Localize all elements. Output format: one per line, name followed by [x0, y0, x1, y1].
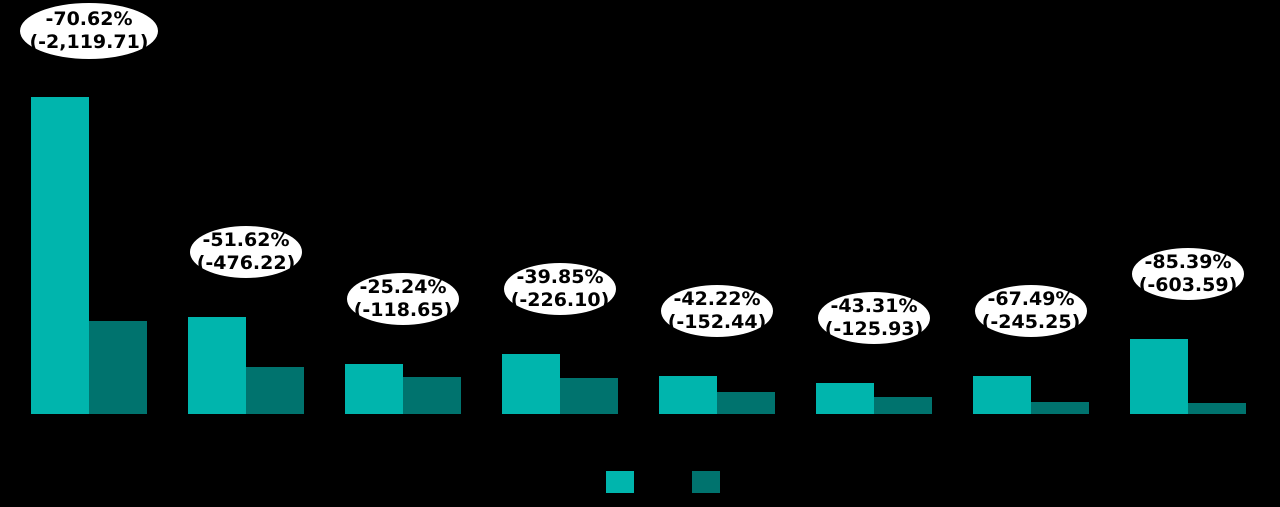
callout-percent-label: -42.22% — [673, 287, 761, 310]
bar-series-1 — [31, 96, 89, 414]
bar-series-1 — [659, 375, 717, 414]
bar-series-1 — [973, 375, 1031, 414]
callout-percent-label: -39.85% — [516, 266, 604, 289]
callout-bubble: -39.85% (-226.10) — [502, 261, 618, 318]
callout-value-label: (-603.59) — [1138, 274, 1238, 297]
bar-series-2 — [246, 366, 304, 414]
callout-percent-label: -25.24% — [359, 276, 447, 299]
callout-bubble: -85.39% (-603.59) — [1130, 246, 1246, 303]
callout-value-label: (-125.93) — [824, 318, 924, 341]
callout-value-label: (-476.22) — [196, 251, 296, 274]
callout-percent-label: -51.62% — [202, 228, 290, 251]
legend-swatch-series-1 — [606, 471, 634, 493]
legend-swatch-series-2 — [692, 471, 720, 493]
callout-bubble: -25.24% (-118.65) — [345, 271, 461, 328]
callout-value-label: (-118.65) — [353, 299, 453, 322]
bar-series-1 — [1130, 339, 1188, 414]
bar-series-1 — [188, 316, 246, 414]
callout-percent-label: -67.49% — [987, 287, 1075, 310]
callout-value-label: (-245.25) — [981, 310, 1081, 333]
callout-bubble: -67.49% (-245.25) — [973, 282, 1089, 339]
callout-percent-label: -85.39% — [1144, 251, 1232, 274]
bar-series-1 — [345, 364, 403, 414]
bar-series-2 — [1031, 401, 1089, 414]
callout-bubble: -70.62% (-2,119.71) — [18, 0, 160, 61]
bar-series-1 — [502, 354, 560, 414]
callout-percent-label: -43.31% — [830, 295, 918, 318]
bar-series-2 — [403, 376, 461, 414]
bar-series-2 — [560, 377, 618, 414]
callout-value-label: (-2,119.71) — [29, 30, 149, 53]
bar-series-2 — [874, 396, 932, 414]
callout-bubble: -43.31% (-125.93) — [816, 290, 932, 347]
callout-value-label: (-226.10) — [510, 289, 610, 312]
callout-percent-label: -70.62% — [45, 7, 133, 30]
bar-series-2 — [717, 391, 775, 414]
bar-series-1 — [816, 383, 874, 414]
callout-value-label: (-152.44) — [667, 310, 767, 333]
bar-series-2 — [1188, 403, 1246, 414]
legend — [0, 471, 1280, 493]
callout-bubble: -42.22% (-152.44) — [659, 282, 775, 339]
bar-series-2 — [89, 320, 147, 414]
callout-bubble: -51.62% (-476.22) — [188, 223, 304, 280]
